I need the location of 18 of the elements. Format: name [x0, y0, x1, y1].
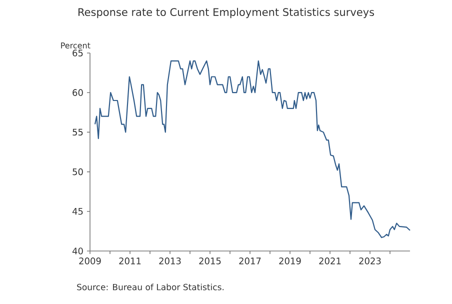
- y-tick-label: 60: [72, 89, 83, 96]
- y-tick-label: 45: [72, 208, 83, 215]
- x-tick-label: 2009: [79, 258, 101, 264]
- x-tick-label: 2023: [359, 258, 381, 264]
- source-note: Source: Bureau of Labor Statistics.: [77, 284, 224, 290]
- x-tick-label: 2017: [239, 258, 261, 264]
- x-tick-label: 2019: [279, 258, 301, 264]
- y-tick-label: 65: [72, 50, 83, 56]
- y-tick-label: 40: [72, 248, 83, 254]
- x-tick-label: 2015: [199, 258, 221, 264]
- line-series: [94, 60, 411, 238]
- x-tick-label: 2011: [119, 258, 141, 264]
- y-tick-label: 50: [72, 168, 83, 176]
- y-axis-title: Percent: [61, 42, 90, 48]
- x-tick-label: 2021: [319, 258, 341, 264]
- y-tick-label: 55: [72, 128, 83, 136]
- chart-title: Response rate to Current Employment Statistics surveys: [78, 8, 374, 18]
- x-tick-label: 2013: [159, 258, 181, 264]
